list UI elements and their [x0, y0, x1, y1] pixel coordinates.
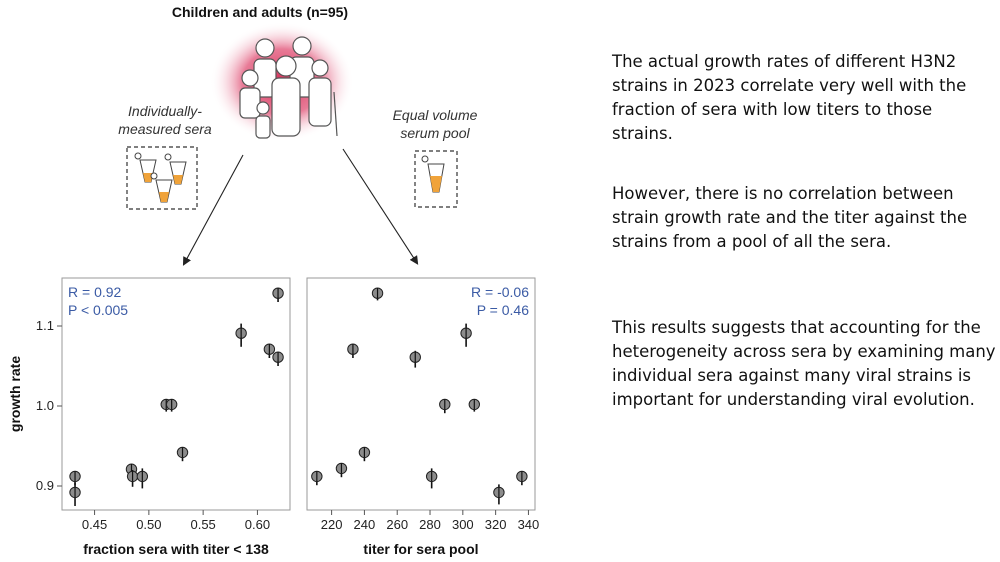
x-tick-label: 220: [321, 517, 343, 532]
pool-label-line2: serum pool: [400, 125, 470, 141]
x-tick-label: 280: [419, 517, 441, 532]
chart-2: 220 240 260 280 300 320 340 titer for sera pool…: [306, 277, 540, 557]
x-tick-label: 300: [452, 517, 474, 532]
x-tick-label: 260: [386, 517, 408, 532]
y-tick-label: 0.9: [36, 478, 54, 493]
arrow-to-left-chart: [182, 154, 244, 266]
x-tick-label: 0.60: [245, 517, 270, 532]
stat-label: R = 0.92: [68, 284, 122, 300]
x-tick-label: 240: [354, 517, 376, 532]
serum-pool-label: Equal volume serum pool: [370, 106, 500, 142]
people-group-icon: [210, 22, 354, 142]
x-axis-label: fraction sera with titer < 138: [83, 541, 269, 557]
pool-tube-icon: [414, 150, 458, 208]
arrow-to-right-chart: [342, 148, 419, 265]
individual-sera-label: Individually- measured sera: [100, 102, 230, 138]
scatter-charts: 0.45 0.50 0.55 0.60 0.9 1.0 1.1 fraction sera w…: [7, 277, 540, 557]
paragraph-correlation: The actual growth rates of different H3N…: [612, 52, 967, 143]
pool-label-line1: Equal volume: [392, 107, 478, 123]
x-tick-label: 0.50: [136, 517, 161, 532]
chart-1: 0.45 0.50 0.55 0.60 0.9 1.0 1.1 fraction sera w…: [7, 277, 291, 557]
individual-label-line2: measured sera: [118, 121, 212, 137]
paragraph-conclusion: This results suggests that accounting fo…: [612, 318, 996, 409]
y-tick-label: 1.0: [36, 398, 54, 413]
x-tick-label: 0.45: [82, 517, 107, 532]
figure-title: Children and adults (n=95): [171, 4, 349, 20]
y-tick-label: 1.1: [36, 318, 54, 333]
x-axis-label: titer for sera pool: [363, 541, 478, 557]
stat-label: P < 0.005: [68, 302, 128, 318]
sample-tubes-icon: [126, 146, 198, 210]
stat-label: P = 0.46: [477, 302, 530, 318]
plot-frame: [306, 277, 536, 511]
paragraph-no-correlation: However, there is no correlation between…: [612, 184, 968, 251]
y-axis-label: growth rate: [7, 356, 23, 432]
x-tick-label: 340: [518, 517, 540, 532]
x-tick-label: 0.55: [190, 517, 215, 532]
stat-label: R = -0.06: [471, 284, 529, 300]
individual-label-line1: Individually-: [128, 103, 202, 119]
plot-frame: [61, 277, 291, 511]
x-tick-label: 320: [485, 517, 507, 532]
